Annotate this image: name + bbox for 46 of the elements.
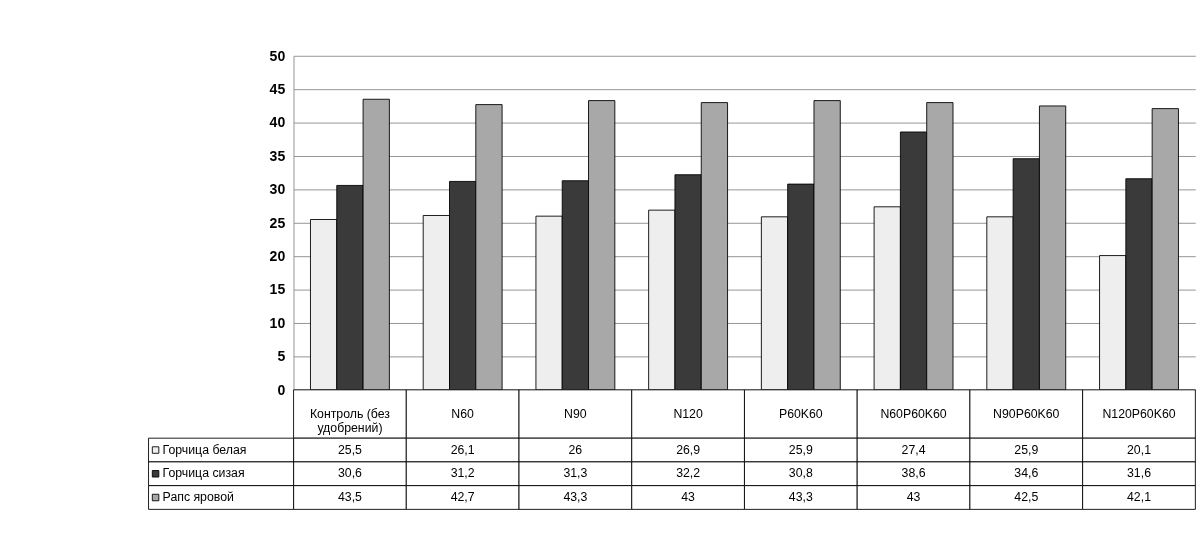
data-label: 30,6 [337, 466, 363, 481]
data-label: 43 [906, 490, 921, 505]
y-tick-label: 25 [269, 214, 286, 231]
y-tick-label: 45 [269, 81, 286, 98]
x-tick-label: Контроль (без удобрений) [309, 406, 391, 435]
y-tick-label: 15 [269, 281, 286, 298]
data-label: 32,2 [676, 466, 701, 481]
data-label: 42,7 [450, 490, 475, 505]
y-tick-label: 40 [269, 114, 286, 131]
legend-label: Горчица сизая [162, 466, 245, 481]
y-tick-label: 20 [269, 248, 286, 265]
y-tick-label: 0 [277, 381, 286, 398]
y-tick-label: 30 [269, 181, 286, 198]
data-label: 42,1 [1127, 490, 1152, 505]
legend-label: Рапс яровой [162, 490, 235, 505]
data-label: 30,8 [788, 466, 813, 481]
y-tick-label: 35 [269, 147, 286, 164]
data-label: 25,9 [1014, 442, 1039, 457]
x-tick-label: N60 [451, 406, 475, 421]
x-tick-label: N120 [673, 406, 703, 421]
x-tick-label: N90P60K60 [993, 406, 1060, 421]
data-label: 25,5 [337, 442, 363, 457]
data-label: 42,5 [1014, 490, 1039, 505]
data-label: 25,9 [788, 442, 813, 457]
data-label: 43 [681, 490, 696, 505]
y-tick-label: 5 [277, 348, 286, 365]
y-tick-label: 10 [269, 314, 286, 331]
data-label: 43,3 [788, 490, 813, 505]
data-label: 27,4 [901, 442, 926, 457]
x-tick-label: N90 [564, 406, 587, 421]
x-tick-label: N60P60K60 [880, 406, 947, 421]
data-label: 26,1 [450, 442, 475, 457]
data-label: 34,6 [1014, 466, 1039, 481]
data-label: 43,3 [563, 490, 588, 505]
data-label: 26,9 [676, 442, 701, 457]
data-label: 31,2 [450, 466, 475, 481]
x-tick-label: P60K60 [778, 406, 823, 421]
data-label: 20,1 [1127, 442, 1152, 457]
legend-label: Горчица белая [162, 442, 247, 457]
data-label: 38,6 [901, 466, 926, 481]
y-tick-label: 50 [269, 47, 286, 64]
data-label: 43,5 [337, 490, 363, 505]
data-label: 26 [568, 442, 583, 457]
data-label: 31,3 [563, 466, 588, 481]
data-label: 31,6 [1127, 466, 1152, 481]
x-tick-label: N120P60K60 [1102, 406, 1176, 421]
